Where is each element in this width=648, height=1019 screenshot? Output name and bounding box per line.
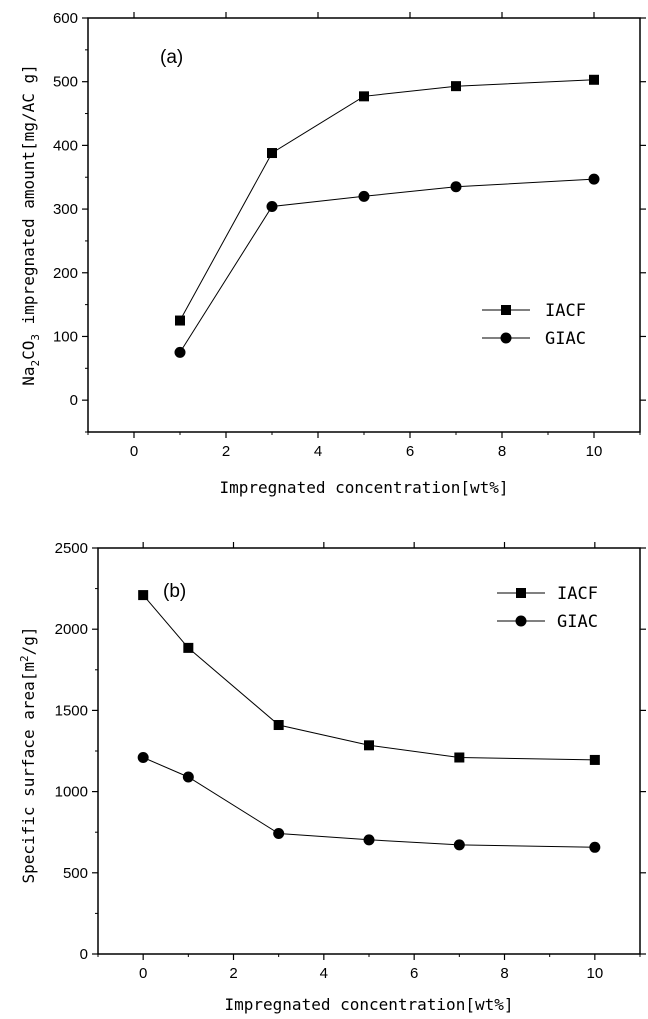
y-tick-label: 1000 [55, 784, 88, 801]
x-tick-label: 8 [500, 965, 508, 982]
series-markers-b [137, 590, 601, 853]
legend-marker-giac-a [500, 332, 512, 344]
data-point-giac [589, 841, 601, 853]
y-tick-label: 600 [53, 10, 78, 27]
chart-panel-b: 0 2 4 6 8 10 0 500 1000 1500 2000 2500 (b) Impregna… [18, 540, 646, 1014]
data-point-iacf [364, 740, 374, 751]
y-tick-label: 300 [53, 201, 78, 218]
x-axis-label-a: Impregnated concentration[wt%] [220, 478, 509, 497]
panel-label-a: (a) [160, 47, 183, 68]
x-axis-label-b: Impregnated concentration[wt%] [225, 995, 514, 1014]
data-point-giac [358, 190, 370, 202]
legend-label-iacf-b: IACF [557, 584, 598, 604]
legend-label-iacf-a: IACF [545, 301, 586, 321]
legend-a: IACF GIAC [482, 301, 586, 349]
x-tick-label: 6 [410, 965, 418, 982]
y-tick-label: 500 [63, 865, 88, 882]
x-tick-label: 10 [586, 965, 603, 982]
y-axis-label-a: Na2CO3 impregnated amount[mg/AC g] [19, 64, 42, 386]
y-tick-label: 400 [53, 137, 78, 154]
data-point-giac [363, 834, 375, 846]
x-tick-label: 4 [314, 443, 322, 460]
x-tick-label: 10 [586, 443, 603, 460]
x-tick-label: 8 [498, 443, 506, 460]
data-point-giac [453, 839, 465, 851]
plot-frame-b [97, 547, 641, 955]
legend-marker-iacf-a [501, 305, 511, 315]
x-tick-label: 0 [139, 965, 147, 982]
data-point-giac [266, 201, 278, 213]
y-tick-label: 0 [70, 392, 78, 409]
y-tick-label: 200 [53, 265, 78, 282]
data-point-giac [174, 346, 186, 358]
data-point-giac [182, 771, 194, 783]
y-tick-label: 0 [80, 946, 88, 963]
series-line-giac [143, 757, 595, 848]
y-tick-label: 2500 [55, 540, 88, 557]
legend-label-giac-a: GIAC [545, 329, 586, 349]
y-tick-label: 2000 [55, 621, 88, 638]
x-tick-label: 2 [222, 443, 230, 460]
series-markers-a [174, 74, 600, 358]
series-line-iacf [179, 79, 595, 321]
data-point-giac [588, 173, 600, 185]
data-point-giac [450, 181, 462, 193]
legend-b: IACF GIAC [497, 584, 598, 632]
data-point-iacf [359, 91, 369, 102]
data-point-iacf [451, 81, 461, 92]
x-tick-label: 0 [130, 443, 138, 460]
data-point-iacf [589, 754, 600, 765]
legend-label-giac-b: GIAC [557, 612, 598, 632]
y-tick-label: 500 [53, 74, 78, 91]
legend-marker-giac-b [515, 615, 527, 627]
series-lines-b [142, 594, 595, 848]
x-tick-label: 6 [406, 443, 414, 460]
series-line-giac [179, 178, 595, 353]
data-point-giac [273, 827, 285, 839]
data-point-giac [137, 751, 149, 763]
y-axis-label-b: Specific surface area[m2/g] [18, 626, 38, 883]
data-point-iacf [273, 720, 284, 731]
data-point-iacf [138, 590, 149, 601]
data-point-iacf [267, 148, 277, 159]
data-point-iacf [183, 642, 194, 653]
panel-label-b: (b) [163, 581, 186, 602]
legend-marker-iacf-b [516, 588, 526, 598]
data-point-iacf [175, 315, 185, 326]
data-point-iacf [454, 752, 465, 763]
data-point-iacf [589, 74, 599, 85]
series-line-iacf [142, 594, 595, 761]
plot-frame-a [87, 17, 641, 433]
x-tick-label: 2 [229, 965, 237, 982]
y-tick-label: 100 [53, 328, 78, 345]
y-tick-label: 1500 [55, 702, 88, 719]
x-tick-label: 4 [320, 965, 328, 982]
ticks-b: 0 2 4 6 8 10 0 500 1000 1500 2000 2500 [55, 540, 646, 982]
series-lines-a [179, 79, 595, 353]
